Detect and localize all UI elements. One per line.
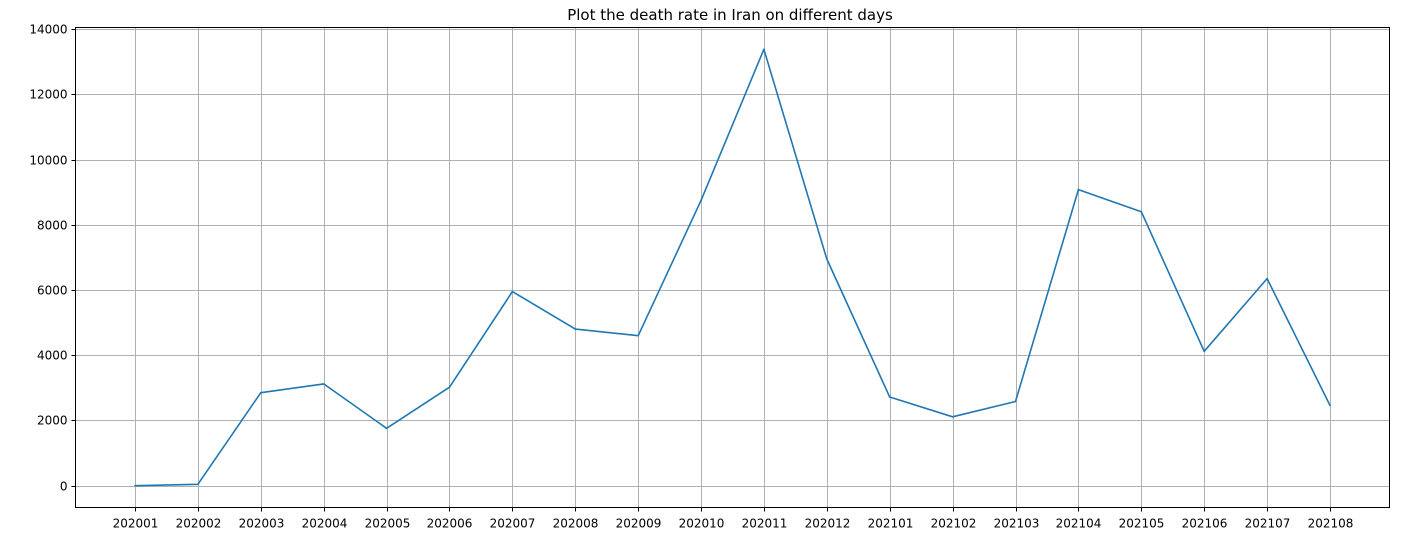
x-tick-label: 202106: [1182, 517, 1228, 531]
data-point: [385, 427, 388, 430]
data-point: [700, 199, 702, 202]
data-point: [1014, 400, 1017, 403]
x-tick-label: 202101: [868, 517, 914, 531]
x-tick-label: 202011: [742, 517, 788, 531]
x-tick-label: 202102: [931, 517, 977, 531]
data-point: [1077, 188, 1080, 191]
data-point: [951, 416, 954, 418]
data-point: [763, 48, 765, 51]
data-point: [888, 396, 891, 398]
x-tick-label: 202004: [302, 517, 348, 531]
data-point: [134, 484, 136, 487]
x-tick-label: 202001: [113, 517, 159, 531]
x-tick-label: 202012: [805, 517, 851, 531]
y-tick-label: 12000: [29, 88, 67, 102]
data-point: [574, 328, 577, 330]
series-layer: [134, 48, 1331, 487]
data-point: [637, 334, 639, 337]
x-tick-label: 202008: [553, 517, 599, 531]
x-tick-label: 202104: [1056, 517, 1102, 531]
grid-layer: [75, 27, 1390, 508]
y-tick-label: 4000: [37, 349, 68, 363]
x-tick-label: 202009: [616, 517, 662, 531]
x-tick-label: 202005: [365, 517, 411, 531]
data-point: [1203, 350, 1205, 353]
data-point: [1329, 404, 1331, 407]
data-point: [511, 290, 514, 293]
x-tick-label: 202003: [239, 517, 285, 531]
data-point: [448, 386, 451, 389]
data-point: [197, 483, 199, 486]
x-tick-label: 202103: [994, 517, 1040, 531]
x-tick-label: 202002: [176, 517, 222, 531]
x-tick-label: 202105: [1119, 517, 1165, 531]
x-tick-label: 202006: [427, 517, 473, 531]
y-tick-label: 8000: [37, 219, 68, 233]
series-line: [134, 48, 1331, 487]
data-point: [1266, 277, 1268, 280]
chart-title: Plot the death rate in Iran on different…: [567, 6, 893, 24]
y-tick-label: 6000: [37, 284, 68, 298]
x-tick-label: 202108: [1308, 517, 1354, 531]
y-tick-label: 10000: [29, 154, 67, 168]
data-point: [260, 391, 262, 394]
data-point: [1140, 210, 1143, 213]
data-point: [322, 383, 325, 385]
y-tick-label: 0: [60, 480, 68, 494]
x-tick-label: 202007: [490, 517, 536, 531]
y-tick-label: 2000: [37, 414, 68, 428]
data-point: [826, 258, 828, 260]
tick-layer: 0 2000 4000 6000 8000 10000 12000 14000 202001 20…: [29, 23, 1353, 531]
y-tick-label: 14000: [29, 23, 67, 37]
x-tick-label: 202010: [679, 517, 725, 531]
x-tick-label: 202107: [1245, 517, 1291, 531]
axes-frame: [75, 27, 1390, 508]
